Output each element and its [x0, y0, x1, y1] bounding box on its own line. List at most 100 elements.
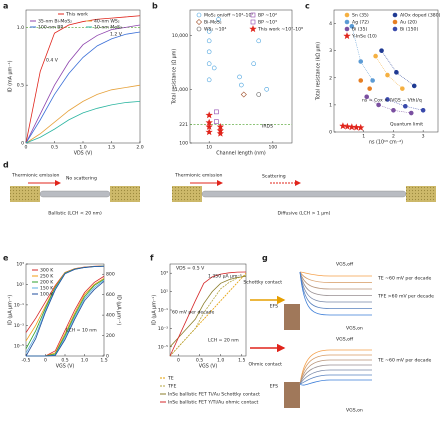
legend-label: Bi (35) — [352, 27, 368, 33]
x-tick-label: 1.0 — [79, 145, 86, 151]
vgs-off: VGS,off — [336, 337, 354, 343]
contact — [172, 186, 202, 202]
legend-label: 200 K — [40, 280, 54, 286]
x-tick-label: -0.5 — [22, 358, 31, 364]
legend-label: 40-nm WS₂ — [94, 19, 120, 25]
legend-label: 250 K — [40, 274, 54, 280]
y-tick-label: 100 — [179, 141, 188, 147]
legend-swatch — [392, 19, 398, 25]
y-axis-title: ID (μA μm⁻¹) — [152, 295, 158, 326]
marker — [400, 86, 405, 91]
legend-label: 150 K — [40, 286, 54, 292]
emission-label: Thermionic emission — [174, 173, 223, 179]
plot-frame — [333, 9, 439, 133]
band-curve — [299, 271, 372, 296]
contact — [10, 186, 40, 202]
band-curve — [299, 369, 372, 385]
annotation: VDS = 0.5 V — [176, 266, 205, 272]
y2-tick-label: 800 — [106, 272, 115, 278]
legend-swatch — [196, 12, 202, 18]
fit-line — [366, 96, 412, 114]
marker — [256, 92, 262, 97]
marker — [343, 122, 352, 130]
legend-label: WS₂ ~10⁴ — [204, 27, 226, 33]
marker — [206, 61, 212, 66]
vgs-off: VGS,off — [336, 262, 354, 268]
marker — [370, 78, 375, 83]
x-tick-label: 1.0 — [217, 358, 224, 364]
contact-label: Ohmic contact — [249, 362, 283, 368]
channel — [201, 190, 407, 198]
marker — [240, 91, 247, 98]
marker — [206, 77, 212, 83]
y-tick-label: 3 — [329, 48, 332, 54]
annotation: 0.4 V — [46, 58, 59, 64]
band-curve — [299, 271, 372, 290]
y2-tick-label: 600 — [106, 292, 115, 298]
marker — [403, 103, 408, 109]
panel-d: d Thermionic emission No scattering Ball… — [3, 161, 436, 217]
series-line — [25, 24, 141, 144]
legend-label: MoS₂ on/off ~10⁴–10⁷ — [204, 13, 253, 19]
annotation: Quantum limit — [390, 122, 423, 128]
scattering-label: No scattering — [66, 176, 97, 182]
marker — [367, 86, 372, 91]
vgs-on: VGS,on — [346, 326, 363, 332]
annotation: 1.2 V — [110, 32, 123, 38]
y2-tick-label: 400 — [106, 313, 115, 319]
fit-line — [387, 99, 424, 111]
band-curve — [299, 271, 372, 303]
scattering-label: Scattering — [262, 174, 286, 180]
series-line — [25, 15, 141, 144]
y-axis-title: ID (mA μm⁻¹) — [8, 60, 14, 92]
series-line — [169, 271, 247, 357]
y-tick-label: 10¹ — [160, 289, 168, 295]
x-axis-title: Channel length (nm) — [216, 151, 266, 157]
marker — [216, 129, 225, 137]
contact-label: Schottky contact — [243, 280, 282, 286]
tfe-label: TFE >60 mV per decade — [377, 294, 434, 300]
y-tick-label: 10⁻¹ — [14, 302, 24, 308]
annotation: 60 mV per decade — [172, 310, 214, 316]
series-line — [25, 84, 141, 144]
y-tick-label: 10¹ — [16, 282, 24, 288]
caption: Diffusive (LCH > 1 μm) — [278, 211, 331, 217]
legend-swatch — [249, 25, 257, 33]
emission-label: Thermionic emission — [11, 173, 60, 179]
series-line — [26, 281, 105, 357]
x-tick-label: 0 — [25, 145, 28, 151]
legend-label: Y-InSe (10) — [351, 34, 377, 40]
y-tick-label: 221 — [179, 122, 188, 128]
legend-swatch — [392, 26, 398, 32]
legend-label: BP ~10² — [258, 13, 277, 19]
band-curve — [299, 354, 372, 385]
caption: Ballistic (LCH < 20 nm) — [48, 211, 102, 217]
fit-line — [381, 50, 415, 87]
x-axis-title: VGS (V) — [56, 364, 75, 370]
series-line — [25, 265, 105, 357]
x-tick-label: 1 — [362, 134, 365, 140]
y2-tick-label: 200 — [106, 333, 115, 339]
series-line — [25, 100, 141, 144]
x-tick-label: 0.5 — [51, 145, 58, 151]
y2-tick-label: 0 — [106, 354, 109, 360]
band-curve — [299, 271, 372, 316]
panel-label: a — [3, 2, 8, 11]
te-label: TE ~60 mV per decade — [377, 276, 431, 282]
y-tick-label: 10³ — [16, 262, 24, 268]
series-line — [25, 265, 105, 350]
band-curve — [299, 271, 372, 283]
marker — [357, 123, 365, 131]
marker — [385, 72, 390, 78]
legend-label: InSe ballistic FET Y/Ti/Au ohmic contact — [168, 400, 259, 406]
marker — [214, 109, 219, 115]
marker — [376, 102, 381, 108]
marker — [251, 61, 256, 66]
legend-label: Au (20) — [400, 20, 417, 26]
marker — [214, 119, 219, 124]
y-tick-label: 4 — [329, 21, 332, 27]
x-tick-label: 10 — [206, 145, 212, 151]
y-axis-title: Total resistance (Ω μm) — [172, 49, 178, 106]
band-curve — [299, 364, 372, 385]
